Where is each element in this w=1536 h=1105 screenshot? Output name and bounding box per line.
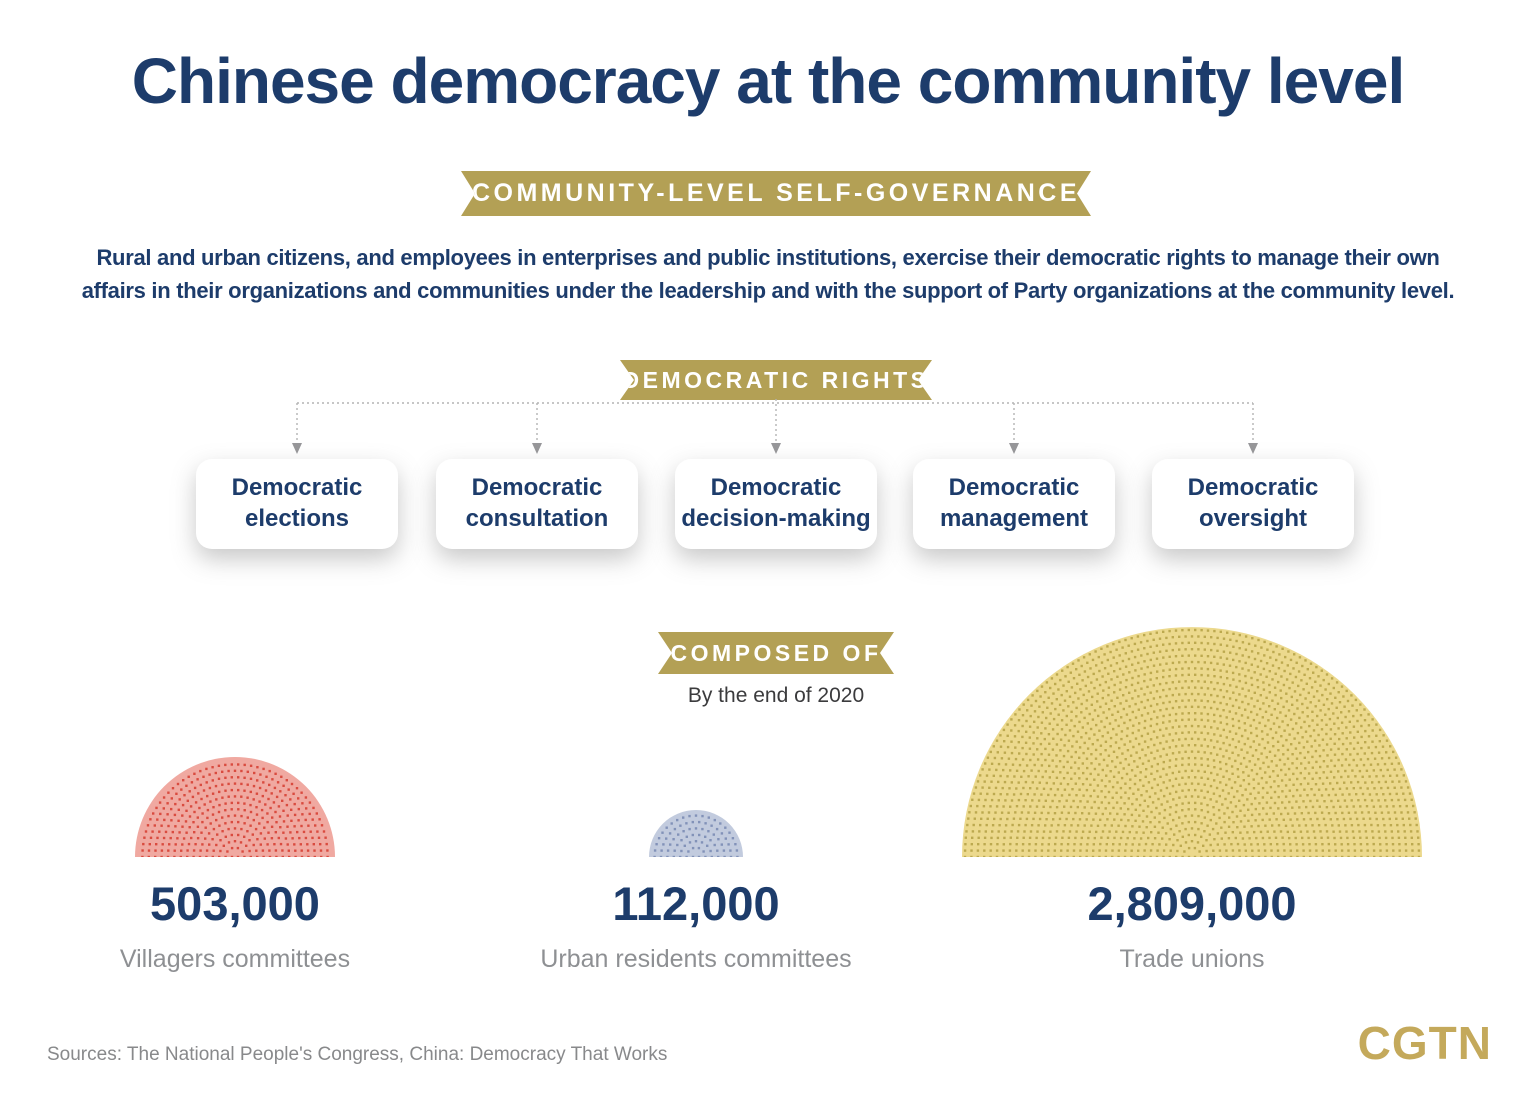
stat-value: 503,000 (150, 877, 320, 930)
page-title: Chinese democracy at the community level (131, 45, 1405, 117)
dot-semicircle (135, 757, 335, 857)
stat-villagers-committees: 503,000 Villagers committees (5, 876, 465, 974)
intro-line-2: affairs in their organizations and commu… (81, 278, 1455, 303)
cgtn-logo: CGTN (1357, 1017, 1492, 1069)
stat-trade-unions: 2,809,000 Trade unions (962, 876, 1422, 974)
stat-label: Trade unions (1119, 945, 1265, 973)
self-governance-banner: COMMUNITY-LEVEL SELF-GOVERNANCE (461, 171, 1091, 216)
rights-box-decision-making: Democratic decision-making (675, 459, 877, 549)
intro-line-1: Rural and urban citizens, and employees … (96, 245, 1440, 270)
dot-semicircle (962, 627, 1422, 857)
arrow-down-icon (1248, 443, 1258, 454)
stat-urban-residents-committees: 112,000 Urban residents committees (466, 876, 926, 974)
composed-of-banner: COMPOSED OF (658, 632, 894, 674)
stat-value: 2,809,000 (1087, 877, 1297, 930)
connector-lines (292, 399, 1258, 454)
stat-value: 112,000 (612, 877, 780, 930)
dot-semicircle (649, 810, 743, 857)
arrow-down-icon (532, 443, 542, 454)
rights-box-consultation: Democratic consultation (436, 459, 638, 549)
arrow-down-icon (771, 443, 781, 454)
rights-box-elections: Democratic elections (196, 459, 398, 549)
sources-text: Sources: The National People's Congress,… (47, 1044, 668, 1065)
arrow-down-icon (1009, 443, 1019, 454)
rights-box-management: Democratic management (913, 459, 1115, 549)
intro-paragraph: Rural and urban citizens, and employees … (0, 241, 1536, 307)
stat-label: Urban residents committees (540, 945, 852, 973)
arrow-down-icon (292, 443, 302, 454)
rights-box-oversight: Democratic oversight (1152, 459, 1354, 549)
composed-of-note: By the end of 2020 (687, 684, 865, 707)
democratic-rights-banner: DEMOCRATIC RIGHTS (620, 360, 932, 400)
stat-label: Villagers committees (119, 945, 351, 973)
